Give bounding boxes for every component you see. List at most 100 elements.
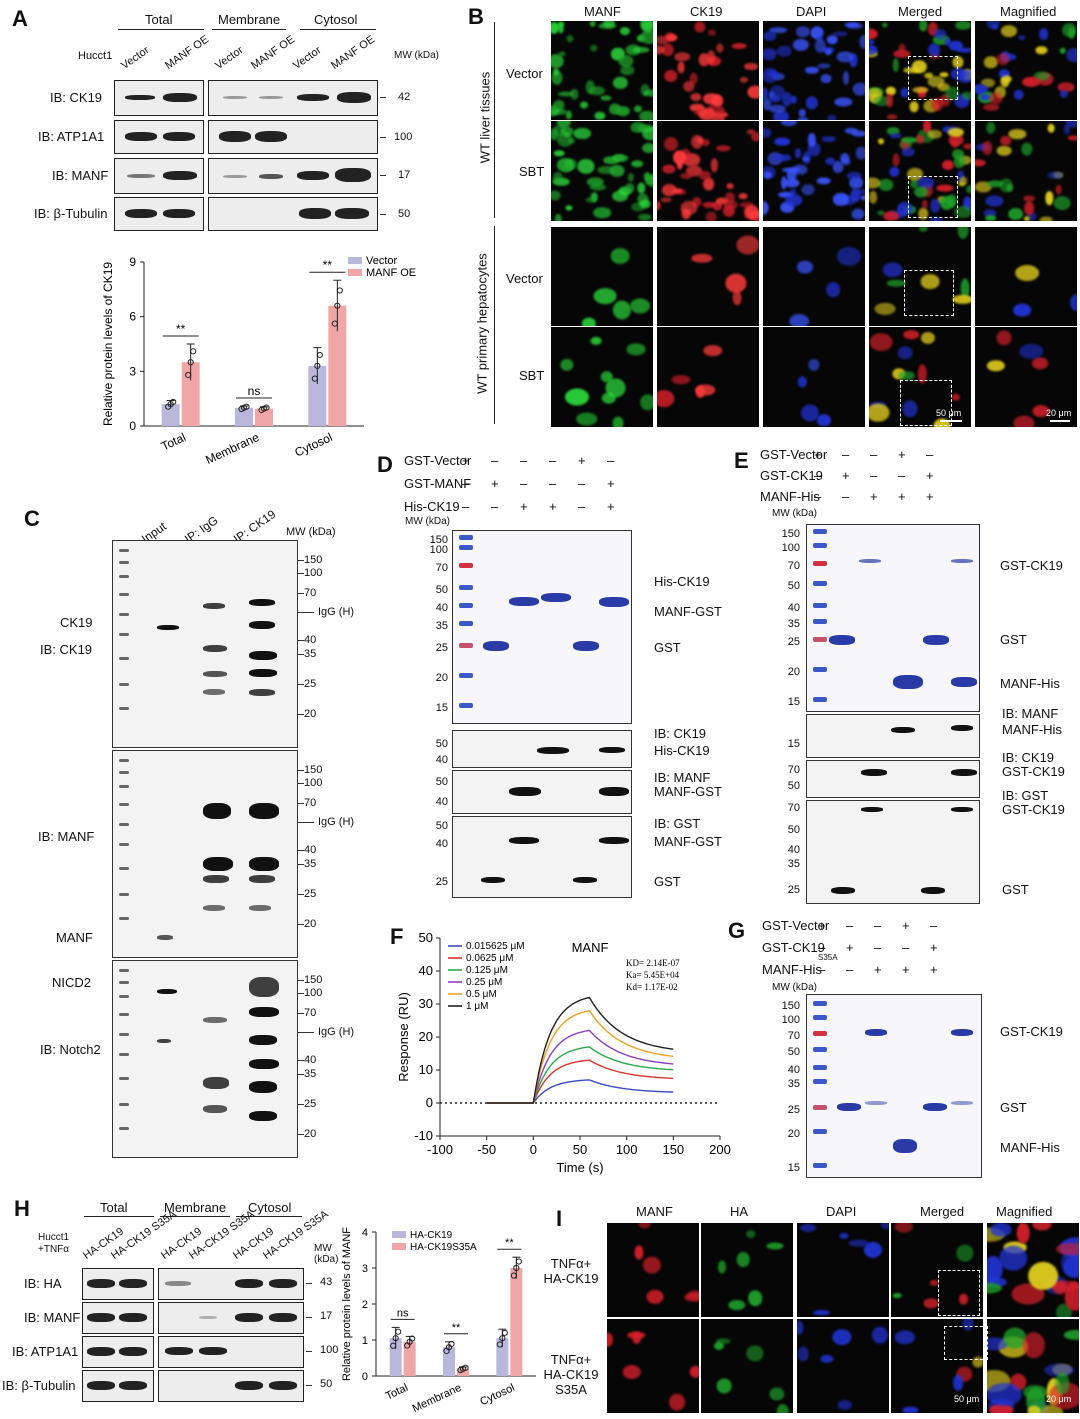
cell-signal: [744, 204, 759, 219]
cell-signal: [990, 1223, 1012, 1238]
cell-signal: [962, 196, 971, 210]
band-label: GST-CK19: [1000, 558, 1063, 573]
mw-label: 70: [787, 802, 800, 814]
blot-band: [203, 645, 227, 652]
col-header: HA: [730, 1204, 749, 1219]
group-underline: [212, 29, 286, 30]
cell-signal: [780, 202, 795, 213]
blot-label: IB: β-Tubulin: [2, 1378, 76, 1393]
mw-label: 150: [304, 974, 323, 986]
cell-signal: [732, 290, 742, 306]
blot-band: [269, 1279, 297, 1288]
cell-signal: [703, 93, 720, 105]
mw-tick: [298, 770, 304, 771]
group-total: Total: [145, 12, 173, 27]
cell-signal: [551, 54, 564, 69]
cell-signal: [877, 209, 885, 216]
y-tick-label: 50: [419, 930, 433, 945]
cell-signal: [816, 177, 831, 185]
cell-signal: [593, 287, 617, 304]
cell-signal: [1063, 123, 1070, 135]
cell-signal: [889, 133, 903, 139]
cell-signal: [590, 336, 602, 346]
blot-band: [249, 875, 275, 883]
mw-label: 20: [304, 1128, 317, 1140]
coomassie-gel-e: [806, 524, 980, 712]
cell-signal: [919, 21, 927, 31]
cell-signal: [736, 1251, 750, 1268]
cell-signal: [933, 418, 951, 427]
cell-signal: [694, 21, 706, 33]
cell-signal: [1017, 1223, 1030, 1244]
cell-signal: [668, 1394, 685, 1411]
cell-signal: [798, 376, 807, 388]
cell-signal: [869, 403, 890, 423]
panel-letter-h: H: [14, 1196, 30, 1221]
lane-label: MANF OE: [249, 33, 298, 72]
blot-strip: [158, 1302, 304, 1334]
cell-signal: [1002, 75, 1013, 83]
y-tick-label: 10: [419, 1062, 433, 1077]
cell-signal: [798, 1346, 809, 1362]
group-underline: [118, 29, 204, 30]
legend-label: 0.5 μM: [466, 989, 497, 1000]
mw-tick: [298, 684, 304, 685]
mw-header: MW (kDa): [772, 508, 817, 519]
cell-signal: [966, 185, 971, 193]
cell-signal: [799, 1223, 816, 1232]
cell-signal: [627, 173, 635, 182]
cell-signal: [842, 195, 856, 206]
cell-signal: [712, 201, 723, 211]
blot-band: [249, 651, 277, 660]
mw-tick: [298, 864, 304, 865]
cell-signal: [957, 227, 969, 239]
y-tick-label: 2: [362, 1299, 368, 1311]
blot-band: [891, 727, 915, 733]
blot-band: [203, 857, 233, 871]
blot-band: [269, 1381, 297, 1390]
y-tick-label: 0: [362, 1371, 368, 1383]
cell-signal: [817, 63, 831, 69]
cell-signal: [932, 34, 950, 45]
cell-signal: [657, 201, 661, 211]
cell-signal: [553, 100, 565, 111]
blot-band: [249, 977, 279, 997]
ladder-band: [119, 771, 129, 774]
band-label: His-CK19: [654, 743, 710, 758]
gel-band: [923, 1103, 947, 1111]
mw-label: 70: [304, 797, 317, 809]
band-label: IB: CK19: [654, 726, 707, 741]
cell-signal: [989, 1404, 1013, 1413]
cell-signal: [903, 67, 921, 73]
ladder-band: [119, 785, 129, 788]
gel-band: [865, 1029, 887, 1036]
cell-signal: [836, 51, 854, 63]
cell-signal: [958, 1294, 969, 1305]
cell-signal: [1032, 357, 1049, 370]
cell-signal: [996, 145, 1012, 156]
cell-signal: [864, 1241, 883, 1259]
legend-label: 0.0625 μM: [466, 953, 513, 964]
cell-signal: [1044, 1363, 1075, 1377]
micrograph-tile: [550, 326, 654, 428]
cell-signal: [573, 127, 592, 140]
blot-mw: 100: [320, 1344, 339, 1356]
cell-signal: [930, 198, 941, 213]
mw-label: 70: [787, 1030, 800, 1042]
kinetic-annotation: KD= 2.14E-07: [626, 958, 680, 968]
ladder-band: [813, 1047, 827, 1052]
blot-mw: 50: [320, 1378, 333, 1390]
band-label: CK19: [60, 615, 93, 630]
legend-label: 0.25 μM: [466, 977, 502, 988]
panel-letter-b: B: [468, 4, 484, 29]
cell-signal: [960, 278, 970, 298]
cell-signal: [1001, 25, 1018, 38]
cell-signal: [975, 181, 992, 193]
cell-signal: [745, 1229, 756, 1238]
cell-signal: [744, 62, 759, 71]
cell-signal: [980, 94, 991, 100]
cell-signal: [821, 136, 837, 142]
gel-band: [951, 1029, 973, 1036]
cell-signal: [766, 1242, 784, 1250]
cell-signal: [776, 45, 792, 57]
